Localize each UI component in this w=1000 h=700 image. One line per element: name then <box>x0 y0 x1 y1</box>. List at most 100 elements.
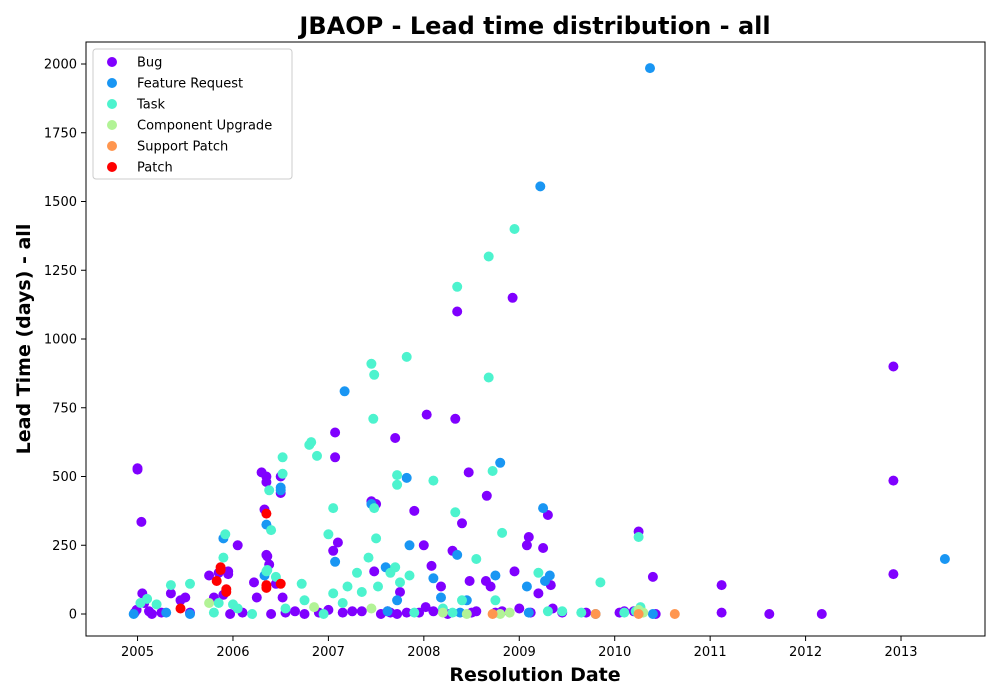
data-point <box>251 592 262 603</box>
data-point <box>426 560 437 571</box>
data-point <box>464 576 475 586</box>
data-point <box>452 306 463 317</box>
data-point <box>165 580 176 591</box>
data-point <box>185 578 195 589</box>
legend: Bug Feature Request Task Component Upgrade S… <box>92 48 293 180</box>
data-point <box>306 437 317 448</box>
data-point <box>225 609 236 619</box>
data-point <box>175 603 186 614</box>
x-tick-label: 2008 <box>407 645 440 660</box>
data-point <box>232 540 243 551</box>
data-point <box>218 552 229 563</box>
data-point <box>165 588 176 599</box>
data-point <box>647 571 658 582</box>
data-point <box>277 452 288 463</box>
data-point <box>523 607 534 618</box>
data-point <box>509 566 520 577</box>
x-tick-label: 2010 <box>598 645 631 660</box>
x-tick-label: 2007 <box>312 645 345 660</box>
data-point <box>373 581 383 592</box>
data-point <box>151 599 162 610</box>
legend-box <box>92 48 293 180</box>
data-point <box>392 609 403 619</box>
data-point <box>487 466 498 476</box>
data-point <box>277 468 288 479</box>
y-axis: 0 250 500 750 1000 1250 1500 1750 2000 <box>44 58 86 623</box>
data-point <box>428 606 439 617</box>
data-point <box>211 576 222 586</box>
data-point <box>275 482 286 493</box>
data-point <box>535 181 546 192</box>
data-point <box>262 551 273 562</box>
data-point <box>404 570 415 581</box>
data-point <box>452 281 463 292</box>
data-point <box>542 606 553 617</box>
data-point <box>309 602 320 613</box>
data-point <box>452 549 463 560</box>
data-point <box>392 479 403 490</box>
y-axis-label: Lead Time (days) - all <box>13 224 35 455</box>
data-point <box>312 450 322 461</box>
data-point <box>504 607 515 618</box>
data-point <box>450 413 461 424</box>
data-point <box>332 537 343 548</box>
data-point <box>352 567 362 578</box>
y-tick-label: 1500 <box>44 195 77 210</box>
legend-label: Support Patch <box>137 140 228 155</box>
data-point <box>264 485 275 496</box>
data-point <box>471 554 482 564</box>
y-tick-label: 1000 <box>44 333 77 348</box>
data-point <box>509 224 520 234</box>
data-point <box>266 609 277 619</box>
data-point <box>266 525 277 536</box>
data-point <box>337 607 348 618</box>
data-point <box>221 587 232 597</box>
data-point <box>521 581 532 592</box>
data-point <box>395 577 405 588</box>
series-2 <box>135 224 646 619</box>
data-point <box>337 598 348 608</box>
y-tick-label: 1250 <box>44 264 77 279</box>
data-point <box>428 475 439 486</box>
series-4 <box>487 609 680 619</box>
data-point <box>590 609 601 619</box>
data-point <box>275 578 286 589</box>
data-point <box>136 516 147 527</box>
data-point <box>328 503 339 514</box>
y-tick-label: 2000 <box>44 58 77 73</box>
data-point <box>299 609 310 619</box>
data-point <box>368 413 379 424</box>
data-point <box>232 603 243 614</box>
data-point <box>356 587 367 597</box>
data-point <box>392 470 403 481</box>
data-point <box>290 606 300 617</box>
data-point <box>128 609 139 619</box>
x-axis: 2005 2006 2007 2008 2009 2010 2011 2012 2013 <box>121 636 918 660</box>
data-point <box>356 606 367 617</box>
data-point <box>213 598 224 608</box>
data-point <box>409 505 420 516</box>
data-point <box>436 581 446 592</box>
data-point <box>437 607 448 618</box>
data-point <box>371 533 382 544</box>
legend-label: Component Upgrade <box>137 119 272 134</box>
data-point <box>487 609 498 619</box>
series-5 <box>175 508 286 614</box>
data-point <box>366 603 377 614</box>
data-point <box>204 598 215 608</box>
data-point <box>318 609 329 619</box>
data-point <box>369 503 380 514</box>
data-point <box>450 507 461 518</box>
y-tick-label: 0 <box>69 608 77 623</box>
data-point <box>619 607 630 618</box>
legend-label: Bug <box>137 56 162 71</box>
data-point <box>220 529 231 540</box>
data-point <box>669 609 680 619</box>
data-point <box>347 606 358 617</box>
data-point <box>523 532 534 542</box>
data-point <box>490 570 501 581</box>
data-point <box>538 543 549 553</box>
data-point <box>557 606 568 617</box>
data-point <box>418 540 429 551</box>
data-point <box>485 581 496 592</box>
